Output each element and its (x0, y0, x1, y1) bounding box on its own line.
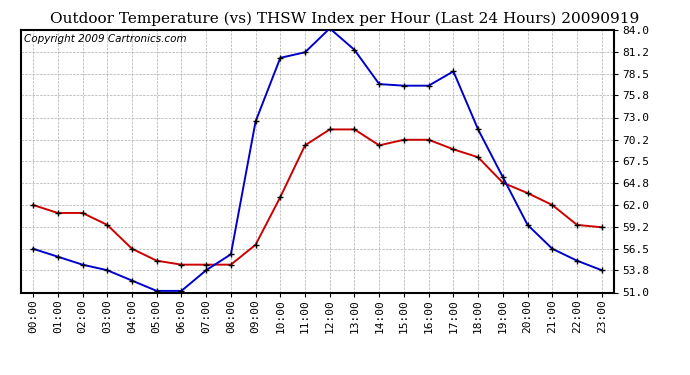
Text: Copyright 2009 Cartronics.com: Copyright 2009 Cartronics.com (23, 34, 186, 44)
Text: Outdoor Temperature (vs) THSW Index per Hour (Last 24 Hours) 20090919: Outdoor Temperature (vs) THSW Index per … (50, 11, 640, 26)
